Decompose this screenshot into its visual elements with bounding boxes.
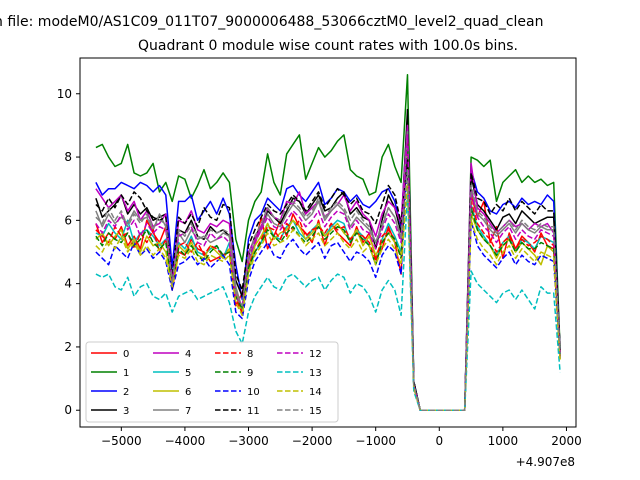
series-line-10 [95, 159, 561, 411]
chart-title: Quadrant 0 module wise count rates with … [138, 38, 518, 54]
legend-frame [85, 341, 339, 423]
x-tick-label: −1000 [355, 434, 396, 448]
legend-label-1: 1 [123, 368, 129, 379]
y-tick-label: 10 [57, 87, 72, 101]
y-tick-label: 8 [64, 150, 72, 164]
series-line-12 [95, 134, 561, 411]
y-tick-label: 6 [64, 213, 72, 227]
series-line-2 [95, 115, 561, 411]
legend-label-15: 15 [309, 406, 322, 417]
legend-label-10: 10 [247, 387, 260, 398]
series-line-14 [95, 181, 561, 411]
y-tick-label: 4 [64, 277, 72, 291]
legend-label-8: 8 [247, 349, 253, 360]
x-tick-label: 0 [435, 434, 443, 448]
x-offset-label: +4.907e8 [516, 455, 575, 469]
suptitle: n file: modeM0/AS1C09_011T07_9000006488_… [0, 14, 543, 30]
legend-label-11: 11 [247, 406, 260, 417]
legend-label-7: 7 [185, 406, 191, 417]
y-tick-label: 2 [64, 340, 72, 354]
legend-label-4: 4 [185, 349, 191, 360]
legend-label-2: 2 [123, 387, 129, 398]
series-line-11 [95, 159, 561, 411]
legend-label-13: 13 [309, 368, 322, 379]
series-line-1 [95, 74, 561, 411]
legend-label-6: 6 [185, 387, 191, 398]
legend-label-14: 14 [309, 387, 322, 398]
series-line-8 [95, 140, 561, 411]
series-line-15 [95, 168, 561, 411]
y-axis: 0 2 4 6 8 10 [57, 87, 80, 417]
x-tick-label: −3000 [228, 434, 269, 448]
legend-label-3: 3 [123, 406, 129, 417]
x-tick-label: −2000 [292, 434, 333, 448]
series-layer [95, 74, 561, 411]
x-axis: −5000 −4000 −3000 −2000 −1000 0 1000 2000 [101, 427, 582, 448]
series-line-13 [95, 191, 561, 411]
legend-label-9: 9 [247, 368, 253, 379]
x-tick-label: −4000 [165, 434, 206, 448]
legend-label-5: 5 [185, 368, 191, 379]
y-tick-label: 0 [64, 403, 72, 417]
legend-label-0: 0 [123, 349, 129, 360]
x-tick-label: 1000 [488, 434, 519, 448]
x-tick-label: −5000 [101, 434, 142, 448]
x-tick-label: 2000 [551, 434, 582, 448]
legend-label-12: 12 [309, 349, 322, 360]
